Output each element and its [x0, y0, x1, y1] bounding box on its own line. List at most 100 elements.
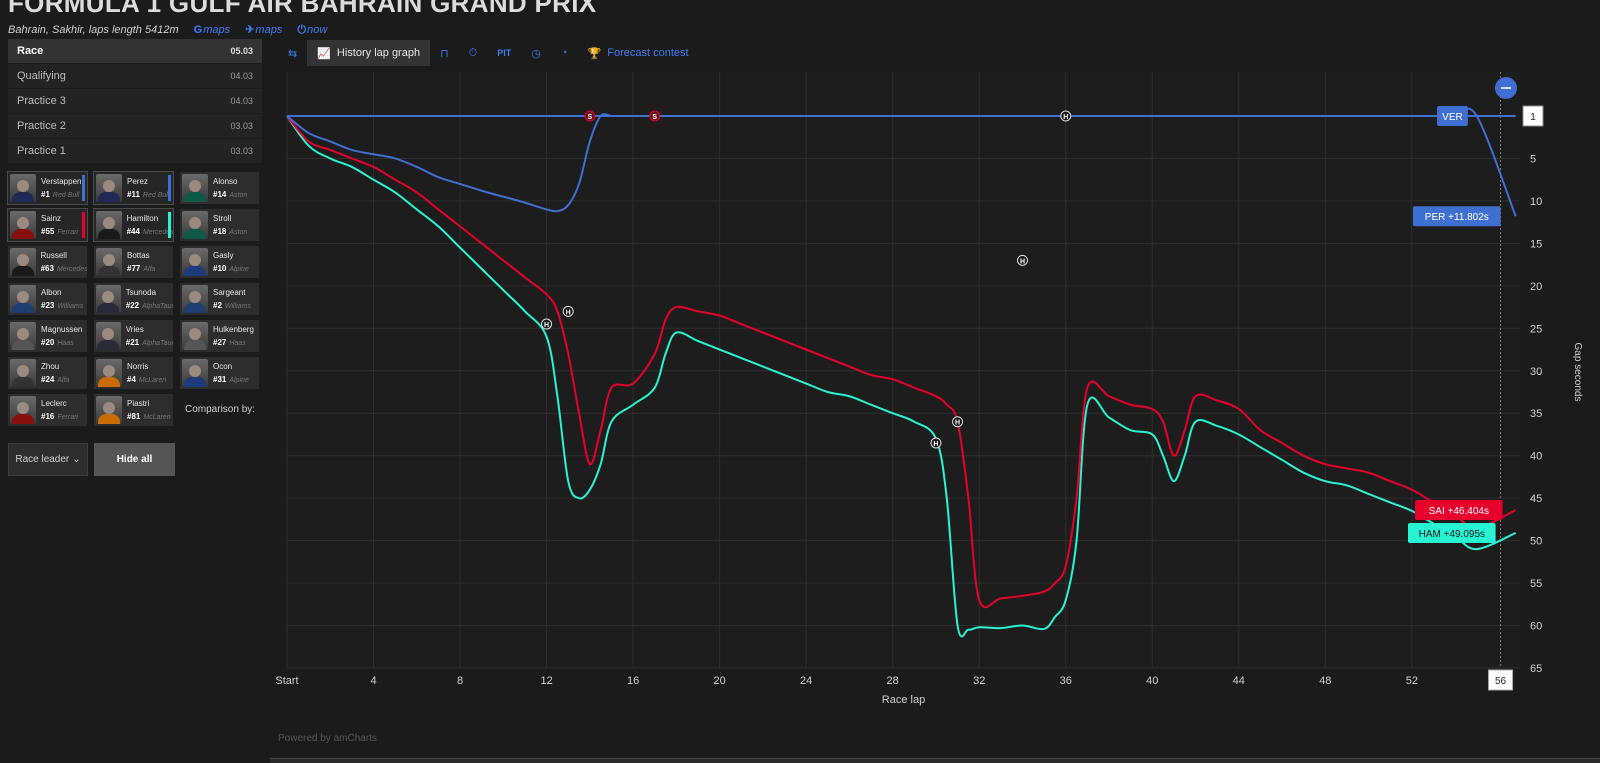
tab-pit[interactable]: PIT [487, 40, 521, 66]
driver-russell[interactable]: Russell #63 Mercedes [8, 246, 87, 278]
position-icon: ⊓ [440, 47, 449, 60]
driver-photo [96, 322, 121, 350]
tab-stopwatch[interactable]: ⏱ [459, 40, 488, 66]
driver-number: #55 [41, 226, 55, 236]
pit-icon: PIT [497, 48, 512, 58]
driver-leclerc[interactable]: Leclerc #16 Ferrari [8, 394, 87, 426]
hard-tyre-marker[interactable] [1016, 254, 1028, 266]
driver-vries[interactable]: Vries #21 AlphaTauri [94, 320, 173, 352]
driver-number: #23 [41, 300, 55, 310]
tab-track[interactable]: ⇆ [278, 40, 307, 66]
x-tick-label: 4 [370, 675, 376, 687]
driver-name: Hulkenberg [213, 324, 254, 334]
yandex-maps-link[interactable]: ✈maps [245, 24, 283, 36]
plot-background [287, 72, 1520, 668]
x-tick-label: 8 [457, 675, 463, 687]
session-date: 03.03 [230, 146, 253, 156]
driver-number: #27 [213, 337, 227, 347]
driver-info: Zhou #24 Alfa [41, 361, 69, 386]
x-tick-label: 16 [627, 675, 639, 687]
session-label: Practice 2 [17, 120, 66, 132]
hide-all-button[interactable]: Hide all [94, 443, 175, 476]
history-lap-graph[interactable]: Start 4 8 12 16 20 24 28 32 36 40 44 48 5251015202530… [270, 72, 1600, 722]
tab-timer[interactable]: ◷ [521, 40, 551, 66]
cursor-x-label: 56 [1495, 676, 1507, 687]
x-tick-label: 52 [1406, 675, 1418, 687]
session-race[interactable]: Race 05.03 [8, 39, 262, 63]
driver-team: AlphaTauri [142, 302, 173, 310]
session-practice-3[interactable]: Practice 3 04.03 [8, 89, 262, 113]
driver-color-bar [168, 175, 171, 201]
hard-tyre-marker[interactable] [1060, 110, 1072, 122]
tab-speedometer[interactable]: ◔ [551, 40, 578, 66]
race-leader-select[interactable]: Race leader ⌄ [8, 443, 88, 476]
session-list: Race 05.03 Qualifying 04.03 Practice 3 04.03 P… [8, 39, 262, 164]
driver-team: Alfa [57, 376, 70, 384]
session-qualifying[interactable]: Qualifying 04.03 [8, 64, 262, 88]
hard-tyre-marker[interactable] [952, 416, 964, 428]
driver-sainz[interactable]: Sainz #55 Ferrari [7, 208, 88, 242]
driver-norris[interactable]: Norris #4 McLaren [94, 357, 173, 389]
driver-hamilton[interactable]: Hamilton #44 Mercedes [93, 208, 174, 242]
driver-photo [96, 396, 122, 424]
session-label: Practice 3 [17, 95, 66, 107]
tab-history-lap-graph[interactable]: 📈 History lap graph [307, 40, 431, 66]
tab-position[interactable]: ⊓ [430, 40, 459, 66]
driver-info: Albon #23 Williams [41, 287, 83, 312]
driver-team: Alfa [143, 265, 156, 273]
y-tick-label: 45 [1530, 493, 1542, 505]
driver-number: #63 [40, 263, 54, 273]
driver-alonso[interactable]: Alonso #14 Aston [180, 172, 259, 204]
session-practice-1[interactable]: Practice 1 03.03 [8, 139, 262, 163]
google-maps-link[interactable]: Gmaps [193, 24, 231, 36]
series-line-ham[interactable] [286, 115, 1517, 638]
driver-photo [10, 211, 36, 239]
driver-verstappen[interactable]: Verstappen #1 Red Bull [7, 171, 88, 205]
driver-magnussen[interactable]: Magnussen #20 Haas [8, 320, 87, 352]
driver-tsunoda[interactable]: Tsunoda #22 AlphaTauri [94, 283, 173, 315]
y-tick-label: 25 [1530, 323, 1542, 335]
driver-number: #44 [126, 226, 140, 236]
leader-position-box [1522, 105, 1544, 127]
driver-perez[interactable]: Perez #11 Red Bull [93, 171, 174, 205]
session-date: 04.03 [230, 71, 253, 81]
x-tick-label: 24 [800, 675, 812, 687]
soft-tyre-marker[interactable] [649, 110, 661, 122]
driver-bottas[interactable]: Bottas #77 Alfa [94, 246, 173, 278]
driver-zhou[interactable]: Zhou #24 Alfa [8, 357, 87, 389]
driver-team: Alpine [229, 376, 249, 384]
driver-info: Ocon #31 Alpine [213, 361, 249, 386]
tab-forecast-contest[interactable]: 🏆 Forecast contest [578, 40, 699, 66]
driver-info: Russell #63 Mercedes [41, 250, 87, 275]
now-link[interactable]: ⏻now [297, 24, 328, 36]
powered-by-link[interactable]: Powered by amCharts [278, 733, 377, 744]
driver-piastri[interactable]: Piastri #81 McLaren [94, 394, 173, 426]
series-label-box-sai [1415, 500, 1503, 521]
series-line-sai[interactable] [286, 115, 1517, 609]
driver-number: #24 [41, 374, 55, 384]
driver-team: McLaren [143, 413, 171, 421]
chevron-down-icon: ⌄ [72, 454, 81, 465]
driver-stroll[interactable]: Stroll #18 Aston [180, 209, 259, 241]
driver-info: Verstappen #1 Red Bull [41, 176, 81, 201]
hard-tyre-marker[interactable] [930, 437, 942, 449]
hard-tyre-marker[interactable] [562, 305, 574, 317]
driver-name: Piastri [127, 398, 150, 408]
driver-name: Norris [127, 361, 149, 371]
hard-tyre-marker[interactable] [541, 318, 553, 330]
x-tick-label: 20 [714, 675, 726, 687]
page-subtitle: Bahrain, Sakhir, laps length 5412m Gmaps… [8, 23, 327, 37]
session-date: 05.03 [230, 46, 253, 56]
driver-info: Magnussen #20 Haas [41, 324, 82, 349]
driver-sargeant[interactable]: Sargeant #2 Williams [180, 283, 259, 315]
driver-hulkenberg[interactable]: Hulkenberg #27 Haas [180, 320, 259, 352]
driver-ocon[interactable]: Ocon #31 Alpine [180, 357, 259, 389]
driver-team: Haas [229, 339, 246, 347]
session-practice-2[interactable]: Practice 2 03.03 [8, 114, 262, 138]
driver-albon[interactable]: Albon #23 Williams [8, 283, 87, 315]
y-tick-label: 65 [1530, 663, 1542, 675]
soft-tyre-marker[interactable] [584, 110, 596, 122]
trophy-icon: 🏆 [587, 47, 602, 60]
driver-gasly[interactable]: Gasly #10 Alpine [180, 246, 259, 278]
driver-photo [96, 285, 121, 313]
